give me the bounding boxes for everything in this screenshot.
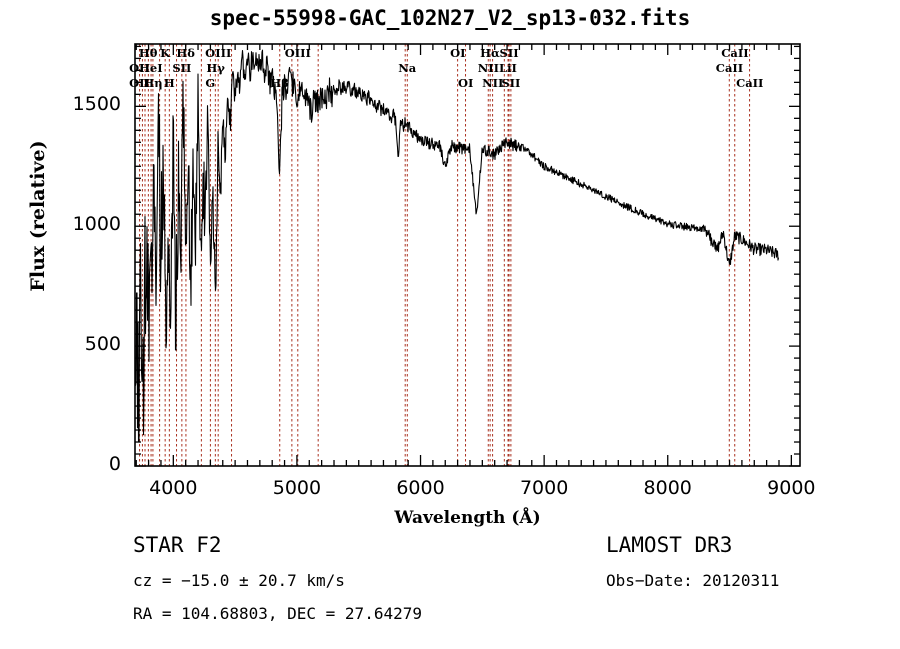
- tick-group: [135, 44, 800, 467]
- spectral-line-label: OII: [129, 76, 150, 90]
- spectral-line-label: Hδ: [176, 46, 195, 60]
- spectral-line-label: H: [163, 76, 175, 90]
- spectral-line-label: Hα: [480, 46, 500, 60]
- x-tick-label: 7000: [519, 477, 569, 499]
- object-class: STAR F2: [133, 533, 222, 557]
- y-axis-label: Flux (relative): [27, 140, 49, 292]
- x-tick-label: 4000: [149, 477, 198, 499]
- page-title: spec-55998-GAC_102N27_V2_sp13-032.fits: [209, 6, 691, 30]
- spectral-line-label: OI: [450, 46, 466, 60]
- spectral-line-label: OI: [458, 76, 474, 90]
- spectral-line-label: SII: [172, 61, 192, 75]
- spectral-line-label: NII: [482, 76, 504, 90]
- spectral-line-label: OIII: [284, 46, 311, 60]
- spectral-line-label: K: [160, 46, 171, 60]
- spectral-line-label: CaII: [715, 61, 744, 75]
- y-tick-label: 0: [108, 453, 121, 475]
- spectral-line-label: OIII: [205, 46, 232, 60]
- spectral-line-label: CaII: [721, 46, 749, 60]
- spectral-line-label: Hθ: [138, 46, 158, 60]
- survey-name: LAMOST DR3: [606, 533, 733, 557]
- x-tick-label: 8000: [643, 477, 692, 499]
- y-tick-label: 1500: [72, 93, 121, 116]
- spectrum-trace: [134, 49, 780, 443]
- spectral-line-label: SII: [501, 76, 521, 90]
- x-tick-label: 5000: [272, 477, 322, 499]
- spectral-line-label: HeI: [139, 61, 163, 75]
- coordinates: RA = 104.68803, DEC = 27.64279: [133, 604, 422, 623]
- x-tick-label: 9000: [767, 477, 816, 499]
- observation-date: Obs−Date: 20120311: [606, 571, 780, 590]
- spectral-line-label: CaII: [736, 76, 764, 90]
- spectral-line-label: Hβ: [270, 76, 289, 90]
- spectral-line-label: Na: [398, 61, 417, 75]
- x-axis-label: Wavelength (Å): [394, 508, 541, 528]
- radial-velocity: cz = −15.0 ± 20.7 km/s: [133, 571, 345, 590]
- spectral-line-label: NII: [477, 61, 500, 75]
- axis-frame: [134, 43, 801, 467]
- spectral-line-label: Hγ: [206, 61, 225, 75]
- spectral-line-label: Hη: [143, 76, 163, 90]
- spectral-line-label: G: [205, 76, 216, 90]
- spectral-line-label: LiI: [499, 61, 517, 75]
- y-tick-label: 500: [84, 333, 121, 356]
- y-tick-label: 1000: [72, 213, 121, 236]
- spectral-line-label: SII: [499, 46, 519, 60]
- spectral-line-label: OII: [129, 61, 150, 75]
- x-tick-label: 6000: [396, 477, 445, 499]
